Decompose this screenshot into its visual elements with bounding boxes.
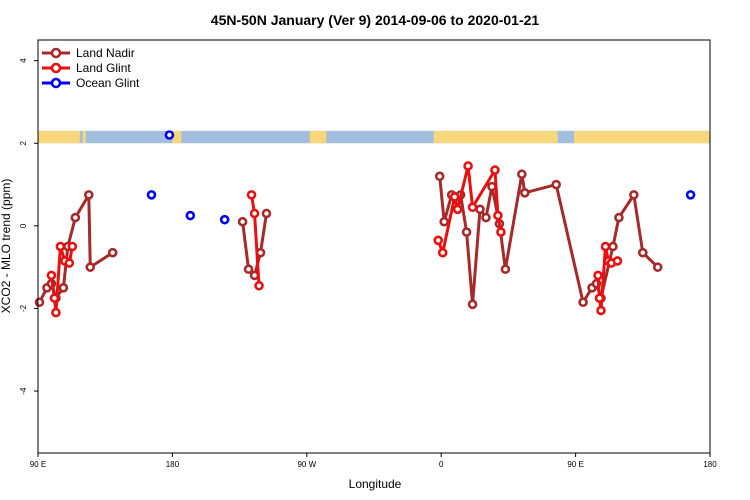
x-axis: 90 E 180 90 W 0 90 E 180 [30, 453, 717, 469]
data-point [517, 169, 527, 180]
legend-item: Land Glint [42, 61, 131, 75]
data-point [467, 299, 478, 310]
data-point [219, 214, 230, 225]
x-axis-title: Longitude [349, 477, 402, 491]
data-point [481, 212, 491, 223]
data-point [594, 293, 605, 303]
data-point [439, 216, 449, 227]
legend-item: Ocean Glint [42, 76, 140, 90]
legend-label: Ocean Glint [76, 76, 140, 90]
data-point [185, 210, 196, 221]
y-tick-label: -4 [19, 387, 28, 395]
map-strip-land [574, 130, 710, 144]
data-point [246, 190, 257, 200]
legend-marker [50, 77, 62, 89]
plot-frame [37, 39, 711, 454]
map-strip-land [38, 130, 80, 144]
data-point [51, 307, 61, 318]
y-axis: -4 -2 0 2 4 [19, 58, 38, 395]
legend-label: Land Nadir [76, 46, 135, 60]
data-point [596, 305, 606, 316]
map-strip-land [172, 130, 182, 144]
map-strip-land [309, 130, 327, 144]
data-point [58, 282, 69, 293]
data-point [67, 241, 78, 252]
series-ocean-glint [146, 130, 696, 225]
data-point [520, 188, 530, 198]
x-tick-label: 180 [166, 460, 180, 469]
data-point [467, 202, 478, 213]
data-point [107, 247, 118, 258]
data-point [500, 264, 511, 275]
legend-label: Land Glint [76, 61, 131, 75]
data-point [64, 258, 75, 268]
map-strip-land [433, 130, 558, 144]
legend-marker [50, 47, 62, 59]
data-point [55, 241, 66, 252]
map-strip [38, 130, 710, 144]
data-point [652, 262, 663, 272]
data-point [637, 247, 648, 258]
data-point [46, 270, 57, 281]
data-point [243, 264, 254, 275]
legend-marker [50, 62, 62, 74]
data-point [83, 190, 94, 200]
data-point [433, 235, 444, 246]
y-tick-label: 4 [19, 58, 28, 63]
data-point [496, 227, 506, 237]
data-point [70, 212, 81, 223]
data-point [490, 165, 500, 175]
y-tick-label: 0 [19, 223, 28, 228]
data-point [164, 130, 175, 140]
data-point [629, 190, 639, 200]
data-point [452, 204, 463, 215]
data-point [608, 241, 618, 252]
data-point [493, 210, 503, 221]
data-point [593, 270, 603, 281]
series-land-nadir [34, 169, 663, 310]
data-point [49, 293, 60, 303]
series-layer [34, 130, 696, 318]
data-point [34, 297, 45, 308]
y-tick-label: -2 [19, 304, 28, 312]
data-point [261, 208, 272, 219]
legend-item: Land Nadir [42, 46, 135, 60]
series-land-glint [46, 161, 623, 318]
x-tick-label: 90 W [297, 460, 316, 469]
data-point [437, 247, 448, 258]
data-point [254, 280, 264, 291]
y-tick-label: 2 [19, 140, 28, 145]
x-tick-label: 90 E [30, 460, 46, 469]
x-tick-label: 180 [703, 460, 717, 469]
y-axis-title: XCO2 - MLO trend (ppm) [0, 179, 13, 314]
data-point [475, 204, 485, 215]
data-point [551, 179, 561, 190]
data-point [449, 192, 460, 202]
data-point [612, 256, 623, 266]
data-point [434, 171, 445, 182]
data-point [461, 227, 472, 237]
data-point [146, 190, 157, 200]
data-point [85, 262, 96, 272]
data-point [463, 161, 473, 171]
data-point [685, 190, 696, 200]
data-point [237, 216, 248, 227]
chart-title: 45N-50N January (Ver 9) 2014-09-06 to 20… [211, 12, 540, 28]
map-strip-land [82, 130, 86, 144]
x-tick-label: 0 [439, 460, 444, 469]
data-point [249, 208, 260, 219]
data-point [614, 212, 624, 223]
x-tick-label: 90 E [567, 460, 583, 469]
data-point [600, 241, 611, 252]
data-point [578, 297, 588, 308]
